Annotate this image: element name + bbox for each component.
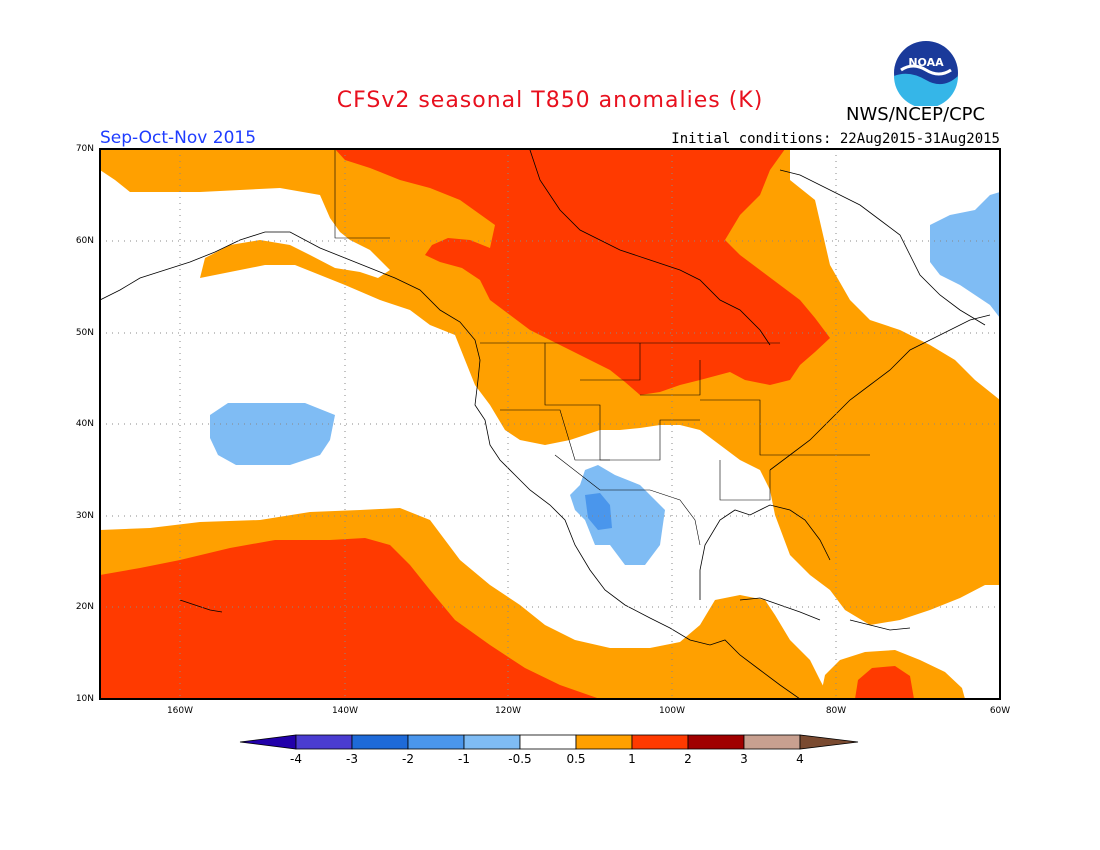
colorbar-seg-5 [519, 734, 577, 750]
colorbar-label: -1 [458, 752, 470, 766]
lat-label-20n: 20N [75, 602, 94, 612]
colorbar-label: 0.5 [566, 752, 586, 766]
graticule [100, 149, 1000, 699]
colorbar-label: 1 [628, 752, 636, 766]
lon-label-60w: 60W [989, 706, 1011, 716]
colorbar-seg-9 [743, 734, 801, 750]
colorbar-seg-3 [407, 734, 465, 750]
colorbar-label: -2 [402, 752, 414, 766]
anomaly-field [100, 149, 1000, 699]
season-label: Sep-Oct-Nov 2015 [100, 128, 257, 148]
colorbar-seg-6 [575, 734, 633, 750]
lon-label-120w: 120W [494, 706, 522, 716]
lon-label-80w: 80W [825, 706, 847, 716]
cool-region-labrador [930, 192, 1000, 318]
org-label: NWS/NCEP/CPC [846, 104, 986, 125]
cool-region-pacific [210, 403, 335, 465]
lon-label-100w: 100W [658, 706, 686, 716]
lon-label-140w: 140W [331, 706, 359, 716]
colorbar-low-arrow [239, 734, 297, 750]
coastlines [100, 149, 991, 699]
lat-label-50n: 50N [75, 328, 94, 338]
colorbar-label: -3 [346, 752, 358, 766]
hot-region-caribbean [855, 666, 914, 699]
initial-conditions-label: Initial conditions: 22Aug2015-31Aug2015 [671, 131, 1000, 147]
lat-label-60n: 60N [75, 236, 94, 246]
map-title: CFSv2 seasonal T850 anomalies (K) [336, 88, 764, 113]
logo-text: NOAA [908, 56, 944, 69]
lat-label-70n: 70N [75, 144, 94, 154]
colorbar-label: 2 [684, 752, 692, 766]
colorbar-high-arrow [799, 734, 859, 750]
colorbar-label: -0.5 [508, 752, 532, 766]
lon-label-160w: 160W [166, 706, 194, 716]
colorbar-label: -4 [290, 752, 302, 766]
hot-region-pacific [100, 538, 600, 699]
lat-label-40n: 40N [75, 419, 94, 429]
colorbar-label: 3 [740, 752, 748, 766]
map-frame [99, 148, 1001, 700]
lat-label-10n: 10N [75, 694, 94, 704]
political-borders [334, 149, 870, 546]
noaa-logo: NOAA [894, 41, 958, 106]
colorbar-seg-2 [351, 734, 409, 750]
cool-region-sw-strong [585, 493, 612, 530]
colorbar-seg-7 [631, 734, 689, 750]
colorbar-seg-1 [295, 734, 353, 750]
colorbar-label: 4 [796, 752, 804, 766]
lat-label-30n: 30N [75, 511, 94, 521]
colorbar-seg-4 [463, 734, 521, 750]
colorbar-seg-8 [687, 734, 745, 750]
colorbar [239, 734, 859, 750]
